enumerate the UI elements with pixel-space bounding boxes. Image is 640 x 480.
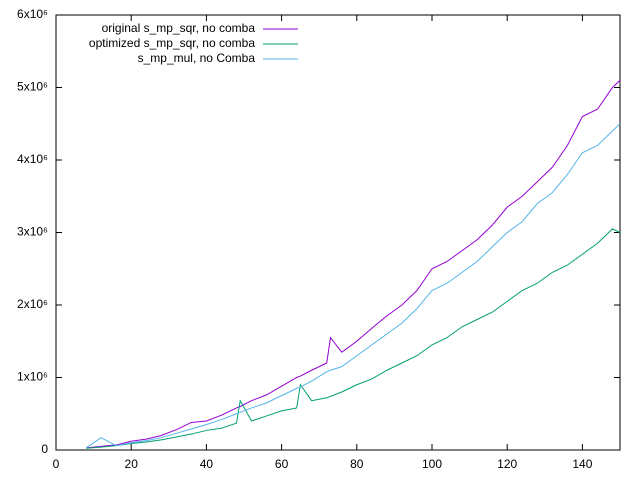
x-tick-label: 140	[572, 457, 592, 471]
x-tick-label: 0	[53, 457, 60, 471]
y-tick-label: 2x10⁶	[17, 297, 48, 311]
legend-label: optimized s_mp_sqr, no comba	[89, 36, 255, 50]
series-line	[86, 228, 621, 449]
series-line	[85, 123, 621, 449]
legend-label: s_mp_mul, no Comba	[138, 51, 256, 65]
x-tick-label: 40	[200, 457, 214, 471]
y-tick-label: 0	[41, 442, 48, 456]
legend-label: original s_mp_sqr, no comba	[102, 21, 256, 35]
x-tick-label: 120	[497, 457, 517, 471]
series-line	[86, 79, 621, 449]
x-tick-label: 60	[275, 457, 289, 471]
y-tick-label: 6x10⁶	[17, 7, 48, 21]
x-tick-label: 100	[422, 457, 442, 471]
x-tick-label: 20	[125, 457, 139, 471]
y-tick-label: 1x10⁶	[17, 370, 48, 384]
y-tick-label: 4x10⁶	[17, 152, 48, 166]
x-tick-label: 80	[350, 457, 364, 471]
plot-frame	[55, 14, 621, 451]
y-tick-label: 3x10⁶	[17, 225, 48, 239]
y-tick-label: 5x10⁶	[17, 80, 48, 94]
